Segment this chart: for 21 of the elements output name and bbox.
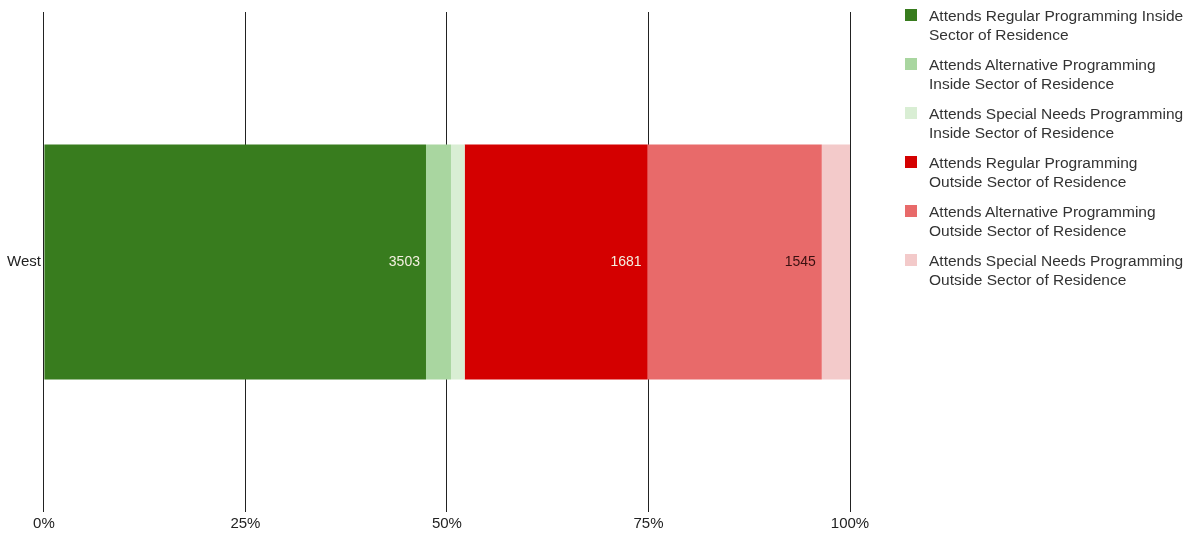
annotation: 3503	[388, 252, 421, 269]
legend-label: Attends Alternative Programming Outside Sector of Residence	[929, 202, 1157, 240]
annotation: 1545	[784, 252, 816, 269]
bar	[450, 144, 465, 380]
bar	[425, 144, 451, 380]
bar	[464, 144, 648, 380]
legend-label: Attends Special Needs Programming Inside Sector of Residence	[929, 104, 1185, 142]
x-tick-label: 50%	[431, 514, 462, 532]
y-tick-label: West	[6, 252, 42, 270]
bar	[647, 144, 822, 380]
legend-label: Attends Alternative Programming Inside Sector of Residence	[929, 55, 1157, 93]
x-tick-label: 25%	[230, 514, 261, 532]
bar	[44, 144, 426, 380]
x-tick-label: 75%	[633, 514, 664, 532]
x-tick-label: 100%	[830, 514, 870, 532]
legend-label: Attends Regular Programming Outside Sector of Residence	[929, 153, 1139, 191]
annotation: 1681	[610, 252, 642, 269]
legend-label: Attends Special Needs Programming Outside Sector of Residence	[929, 251, 1185, 289]
legend-label: Attends Regular Programming Inside Sector of Residence	[929, 6, 1185, 44]
x-tick-label: 0%	[33, 514, 55, 532]
bar	[821, 144, 850, 380]
